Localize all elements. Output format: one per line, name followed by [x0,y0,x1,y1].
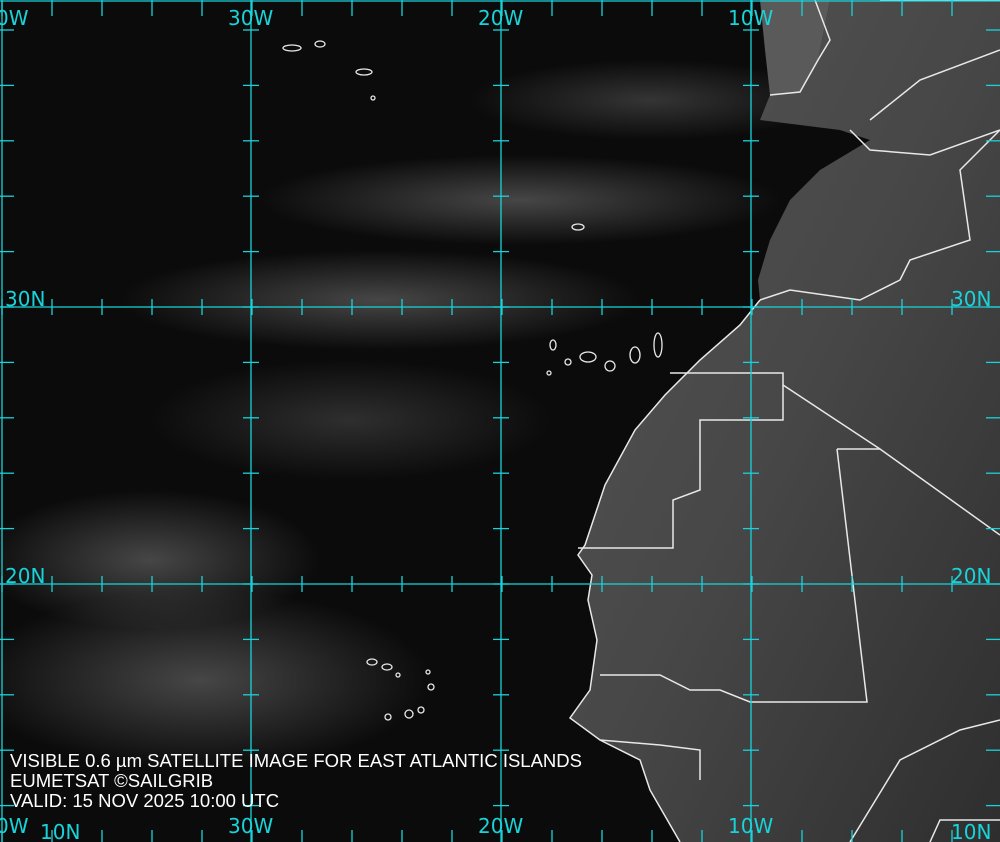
cloud-areas [0,60,830,770]
lon-label-top-40w: 0W [0,6,29,30]
lat-label-left-20n: 20N [5,564,46,588]
islands [282,40,663,721]
country-borders [568,0,1000,842]
lon-label-bottom-10w: 10W [728,814,774,838]
lat-label-right-10n: 10N [951,820,992,842]
lat-label-left-30n: 30N [5,287,46,311]
lon-label-bottom-20w: 20W [478,814,524,838]
lon-label-bottom-30w: 30W [228,814,274,838]
land-areas [570,0,1000,842]
lon-label-bottom-40w: 0W [0,814,29,838]
caption-source: EUMETSAT ©SAILGRIB [10,770,214,791]
lon-label-top-10w: 10W [728,6,774,30]
image-caption: VISIBLE 0.6 µm SATELLITE IMAGE FOR EAST … [10,751,582,811]
lat-label-right-30n: 30N [951,287,992,311]
caption-valid-time: VALID: 15 NOV 2025 10:00 UTC [10,790,280,811]
lat-label-left-10n: 10N [40,820,81,842]
lon-label-top-30w: 30W [228,6,274,30]
lat-label-right-20n: 20N [951,564,992,588]
caption-title: VISIBLE 0.6 µm SATELLITE IMAGE FOR EAST … [10,750,582,771]
lon-label-top-20w: 20W [478,6,524,30]
